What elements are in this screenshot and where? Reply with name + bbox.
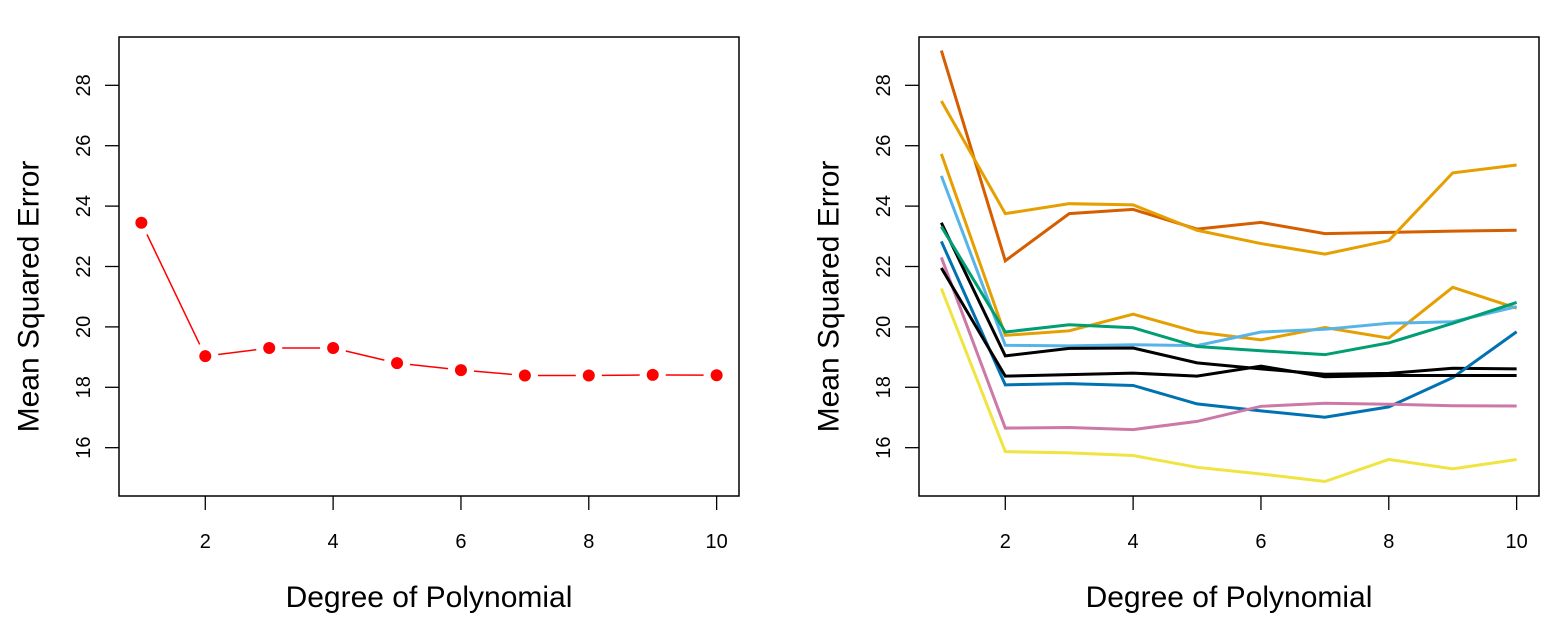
series-line-split-1 xyxy=(939,50,1517,264)
series-line-segment xyxy=(146,234,201,345)
data-point xyxy=(646,368,659,381)
series-line-segment xyxy=(409,363,449,370)
y-tick-label: 22 xyxy=(873,255,895,277)
x-tick-label: 6 xyxy=(455,531,466,553)
right-x-axis: 2 4 6 8 10 xyxy=(1000,496,1528,553)
y-tick-label: 28 xyxy=(73,74,95,96)
series-line-split-3 xyxy=(939,153,1518,342)
x-tick-label: 2 xyxy=(200,531,211,553)
data-point xyxy=(263,342,276,355)
left-plot-lines xyxy=(146,234,704,377)
x-tick-label: 8 xyxy=(583,531,594,553)
data-point xyxy=(518,369,531,382)
data-point xyxy=(710,369,723,382)
left-y-axis-label: Mean Squared Error xyxy=(13,161,46,433)
x-tick-label: 4 xyxy=(328,531,339,553)
y-tick-label: 16 xyxy=(873,437,895,459)
right-x-axis-label: Degree of Polynomial xyxy=(1086,581,1373,614)
y-tick-label: 20 xyxy=(73,316,95,338)
right-y-axis: 16 18 20 22 24 26 28 xyxy=(873,74,919,459)
series-line-split-9 xyxy=(940,267,1517,379)
y-tick-label: 22 xyxy=(73,255,95,277)
series-line-segment xyxy=(345,350,385,361)
left-plot-points xyxy=(135,216,723,382)
series-line-split-10 xyxy=(939,287,1517,484)
left-y-axis: 16 18 20 22 24 26 28 xyxy=(73,74,119,459)
x-tick-label: 4 xyxy=(1128,531,1139,553)
data-point xyxy=(135,216,148,229)
y-tick-label: 26 xyxy=(873,135,895,157)
x-tick-label: 8 xyxy=(1383,531,1394,553)
y-tick-label: 18 xyxy=(73,376,95,398)
series-line-segment xyxy=(473,370,512,376)
data-point xyxy=(391,357,404,370)
y-tick-label: 24 xyxy=(73,195,95,217)
x-tick-label: 6 xyxy=(1255,531,1266,553)
left-plot-frame xyxy=(118,36,740,497)
data-point xyxy=(582,369,595,382)
y-tick-label: 16 xyxy=(73,437,95,459)
left-x-axis: 2 4 6 8 10 xyxy=(200,496,728,553)
y-tick-label: 26 xyxy=(73,135,95,157)
y-tick-label: 20 xyxy=(873,316,895,338)
series-line-split-6 xyxy=(940,225,1518,357)
data-point xyxy=(454,364,467,377)
right-plot-lines xyxy=(939,50,1518,484)
series-line-split-8 xyxy=(939,256,1517,432)
data-point xyxy=(327,342,340,355)
y-tick-label: 18 xyxy=(873,376,895,398)
x-tick-label: 10 xyxy=(1506,531,1528,553)
left-x-axis-label: Degree of Polynomial xyxy=(286,581,573,614)
y-tick-label: 28 xyxy=(873,74,895,96)
right-y-axis-label: Mean Squared Error xyxy=(813,161,846,433)
series-line-split-5 xyxy=(940,222,1517,376)
series-line-split-4 xyxy=(939,175,1517,348)
x-tick-label: 2 xyxy=(1000,531,1011,553)
data-point xyxy=(199,350,212,363)
y-tick-label: 24 xyxy=(873,195,895,217)
series-line-split-2 xyxy=(940,100,1517,256)
x-tick-label: 10 xyxy=(706,531,728,553)
series-line-segment xyxy=(218,348,257,356)
series-line-split-7 xyxy=(940,240,1518,419)
